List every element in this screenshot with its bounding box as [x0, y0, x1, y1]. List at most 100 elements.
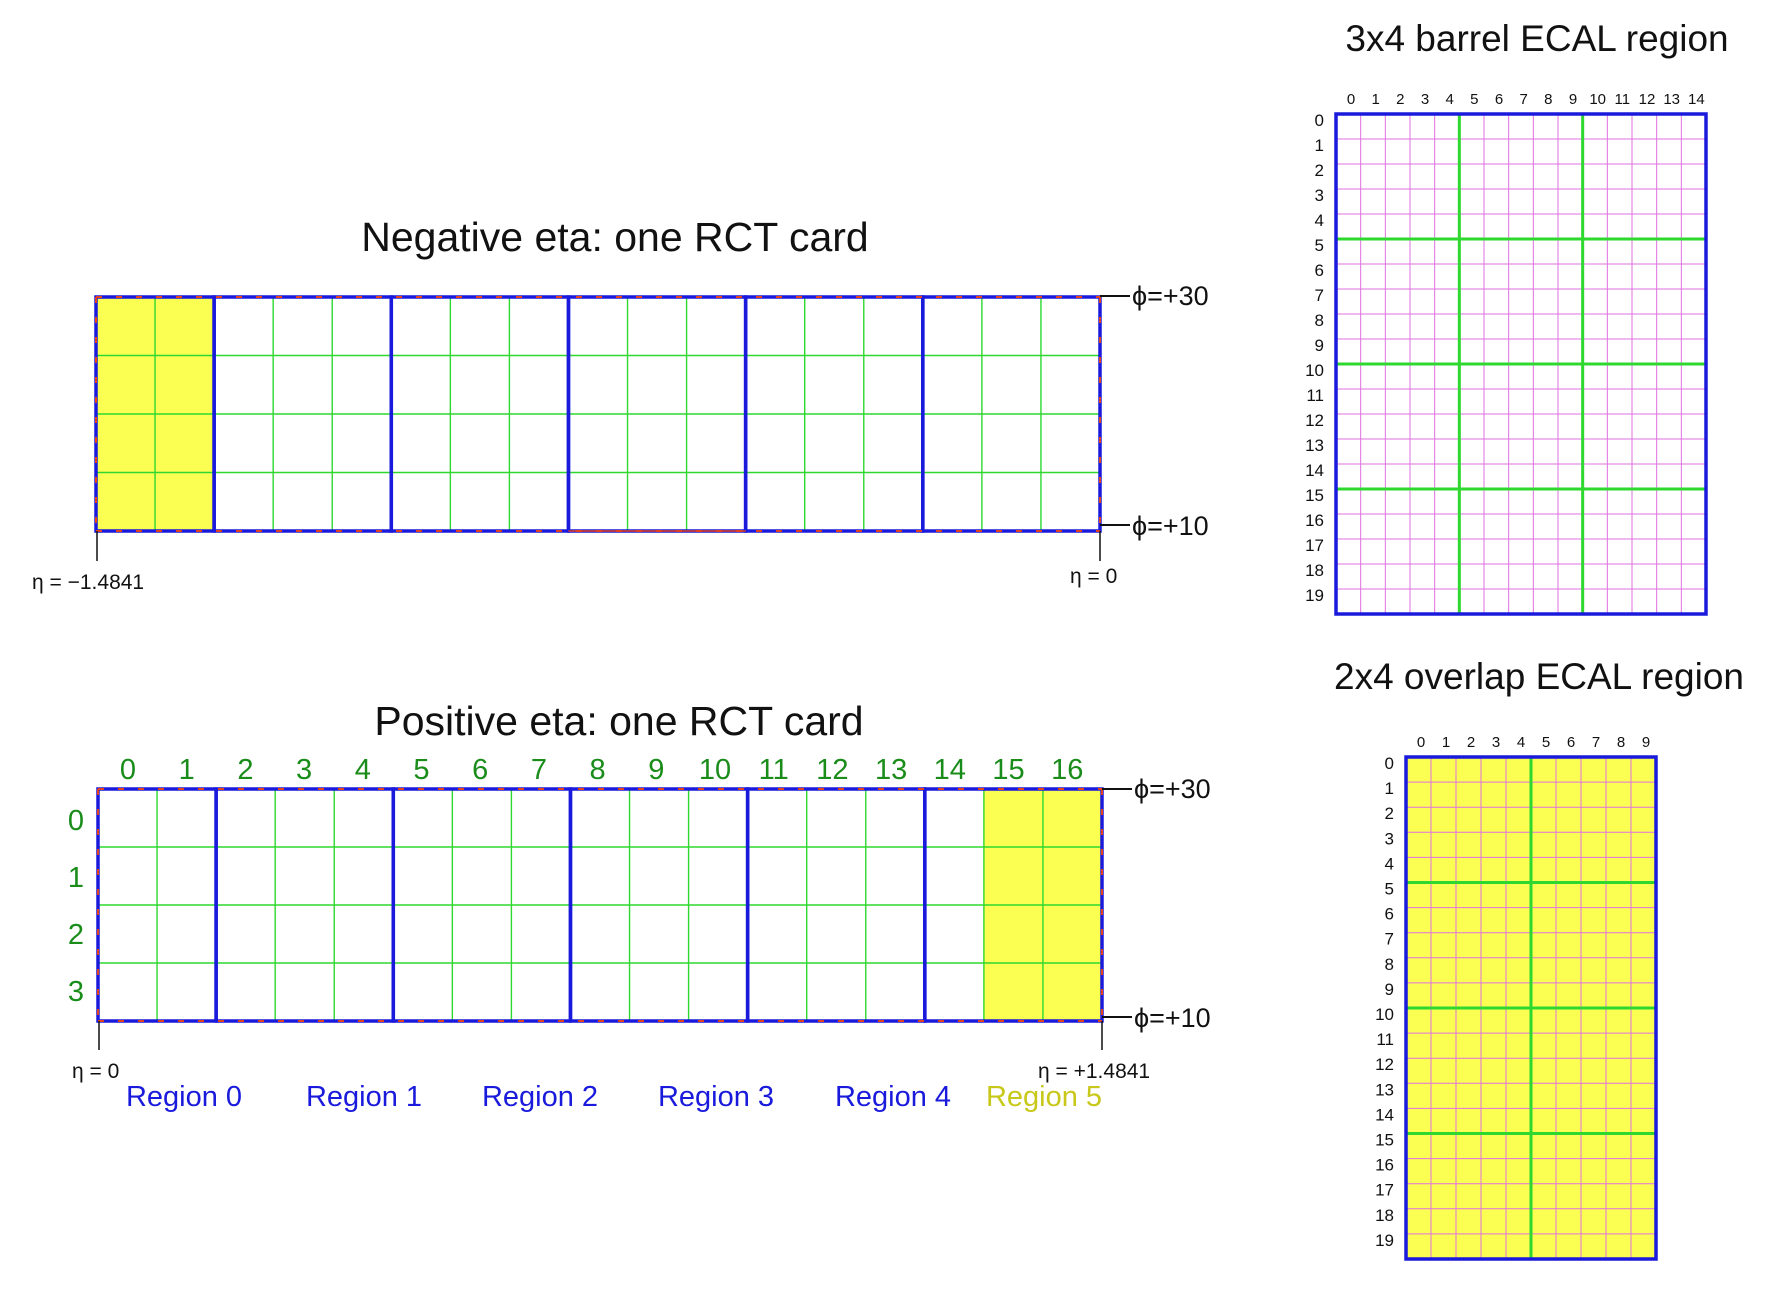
positive-column-label: 11	[759, 754, 789, 786]
positive-column-label: 7	[531, 754, 547, 786]
negative-phi-bottom-label: ϕ=+10	[1132, 511, 1209, 541]
ecal-column-label: 9	[1569, 91, 1577, 108]
region-border	[921, 295, 1102, 533]
positive-column-label: 0	[120, 754, 136, 786]
negative-eta-left-label: η = −1.4841	[32, 571, 144, 594]
ecal-row-label: 9	[1315, 336, 1324, 355]
ecal-column-label: 7	[1519, 91, 1527, 108]
positive-column-label: 3	[296, 754, 312, 786]
region-label: Region 2	[482, 1081, 598, 1113]
positive-eta-left-label: η = 0	[72, 1060, 119, 1083]
ecal-column-label: 3	[1421, 91, 1429, 108]
ecal-row-label: 3	[1315, 186, 1324, 205]
ecal-row-label: 3	[1385, 829, 1394, 848]
positive-tower-grid	[98, 789, 1102, 1021]
region-label: Region 0	[126, 1081, 242, 1113]
ecal-column-label: 8	[1544, 91, 1552, 108]
ecal-column-label: 2	[1467, 734, 1475, 751]
ecal-column-label: 0	[1417, 734, 1425, 751]
ecal-column-label: 0	[1347, 91, 1355, 108]
ecal-row-label: 14	[1305, 461, 1324, 480]
positive-column-label: 1	[179, 754, 195, 786]
ecal-row-label: 16	[1305, 511, 1324, 530]
ecal-column-label: 1	[1371, 91, 1379, 108]
ecal-row-label: 17	[1375, 1181, 1394, 1200]
positive-column-label: 12	[816, 754, 848, 786]
ecal-row-label: 10	[1375, 1005, 1394, 1024]
ecal-row-label: 12	[1305, 411, 1324, 430]
ecal-column-label: 9	[1642, 734, 1650, 751]
positive-column-label: 16	[1051, 754, 1083, 786]
positive-row-label: 2	[68, 919, 84, 951]
ecal-column-label: 6	[1567, 734, 1575, 751]
ecal-column-label: 10	[1589, 91, 1606, 108]
ecal-row-label: 11	[1376, 1030, 1394, 1049]
positive-column-label: 6	[472, 754, 488, 786]
positive-row-label: 1	[68, 862, 84, 894]
barrel-region-title: 3x4 barrel ECAL region	[1345, 18, 1728, 59]
ecal-row-label: 15	[1305, 486, 1324, 505]
ecal-row-label: 16	[1375, 1156, 1394, 1175]
ecal-row-label: 6	[1385, 905, 1394, 924]
negative-region-borders	[94, 295, 1102, 533]
overlap-crystal-grid	[1404, 755, 1658, 1261]
positive-column-label: 4	[355, 754, 371, 786]
ecal-region-border	[1404, 755, 1658, 1261]
ecal-row-label: 19	[1375, 1231, 1394, 1250]
ecal-row-label: 7	[1315, 286, 1324, 305]
ecal-row-label: 5	[1385, 880, 1394, 899]
barrel-column-labels: 0 1 2 3 4 5 6 7 8 9 10 11 12 13 14	[1347, 91, 1705, 108]
ecal-row-label: 2	[1315, 161, 1324, 180]
positive-region-borders	[96, 787, 1104, 1023]
negative-card-title: Negative eta: one RCT card	[361, 214, 868, 260]
ecal-column-label: 11	[1615, 91, 1631, 108]
ecal-row-label: 0	[1385, 754, 1394, 773]
region-label: Region 3	[658, 1081, 774, 1113]
ecal-row-label: 4	[1315, 211, 1324, 230]
ecal-row-label: 9	[1385, 980, 1394, 999]
region-border	[923, 787, 1104, 1023]
ecal-row-label: 13	[1375, 1080, 1394, 1099]
ecal-row-label: 12	[1375, 1055, 1394, 1074]
ecal-row-label: 4	[1385, 854, 1394, 873]
ecal-row-label: 2	[1385, 804, 1394, 823]
ecal-column-label: 1	[1442, 734, 1450, 751]
positive-phi-top-label: ϕ=+30	[1134, 774, 1211, 804]
ecal-row-label: 14	[1375, 1105, 1394, 1124]
positive-column-label: 10	[699, 754, 731, 786]
positive-card-title: Positive eta: one RCT card	[374, 698, 863, 744]
region-label: Region 5	[986, 1081, 1102, 1113]
region-label: Region 1	[306, 1081, 422, 1113]
positive-column-label: 13	[875, 754, 907, 786]
ecal-row-label: 17	[1305, 536, 1324, 555]
negative-eta-right-label: η = 0	[1070, 565, 1117, 588]
positive-row-labels: 0 1 2 3	[68, 805, 84, 1008]
negative-tower-grid	[96, 297, 1100, 531]
positive-eta-card: Positive eta: one RCT card 0 1 2 3 4 5 6 7 8 9 10 1…	[68, 698, 1211, 1113]
ecal-column-label: 6	[1495, 91, 1503, 108]
ecal-column-label: 5	[1542, 734, 1550, 751]
positive-column-label: 5	[413, 754, 429, 786]
positive-row-label: 0	[68, 805, 84, 837]
ecal-row-label: 8	[1385, 955, 1394, 974]
ecal-column-label: 5	[1470, 91, 1478, 108]
ecal-row-label: 13	[1305, 436, 1324, 455]
negative-phi-top-label: ϕ=+30	[1132, 281, 1209, 311]
positive-column-label: 8	[590, 754, 606, 786]
ecal-row-label: 18	[1305, 561, 1324, 580]
ecal-column-label: 12	[1639, 91, 1656, 108]
positive-column-label: 15	[992, 754, 1024, 786]
ecal-column-label: 13	[1663, 91, 1680, 108]
ecal-row-label: 7	[1385, 930, 1394, 949]
positive-column-label: 9	[648, 754, 664, 786]
positive-eta-right-label: η = +1.4841	[1038, 1060, 1150, 1083]
ecal-row-label: 8	[1315, 311, 1324, 330]
ecal-column-label: 4	[1517, 734, 1525, 751]
positive-column-label: 2	[237, 754, 253, 786]
ecal-row-label: 19	[1305, 586, 1324, 605]
